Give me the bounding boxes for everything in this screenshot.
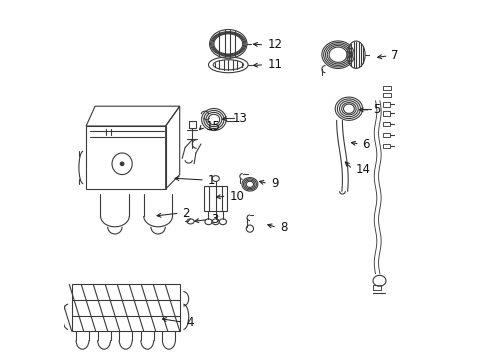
Text: 15: 15 xyxy=(205,120,221,132)
Text: 2: 2 xyxy=(182,207,190,220)
Bar xyxy=(203,186,227,211)
Text: 11: 11 xyxy=(266,58,282,71)
Bar xyxy=(383,133,389,137)
Text: 3: 3 xyxy=(211,213,218,226)
Bar xyxy=(383,86,390,90)
Ellipse shape xyxy=(120,162,123,166)
Text: 13: 13 xyxy=(232,112,247,125)
Text: 4: 4 xyxy=(186,316,193,329)
Text: 9: 9 xyxy=(270,177,278,190)
Bar xyxy=(86,126,165,189)
Text: 7: 7 xyxy=(390,49,398,62)
Text: 14: 14 xyxy=(355,163,369,176)
Bar xyxy=(383,93,390,97)
Text: 12: 12 xyxy=(266,39,282,51)
Bar xyxy=(383,144,389,148)
Bar xyxy=(373,285,380,290)
Bar xyxy=(383,111,389,116)
Bar xyxy=(188,121,196,128)
Text: 8: 8 xyxy=(279,221,286,234)
Bar xyxy=(72,284,179,331)
Bar xyxy=(383,122,389,126)
Text: 6: 6 xyxy=(362,138,369,150)
Bar xyxy=(383,102,389,107)
Text: 1: 1 xyxy=(207,174,215,186)
Text: 5: 5 xyxy=(373,103,380,116)
Text: 10: 10 xyxy=(229,190,244,203)
